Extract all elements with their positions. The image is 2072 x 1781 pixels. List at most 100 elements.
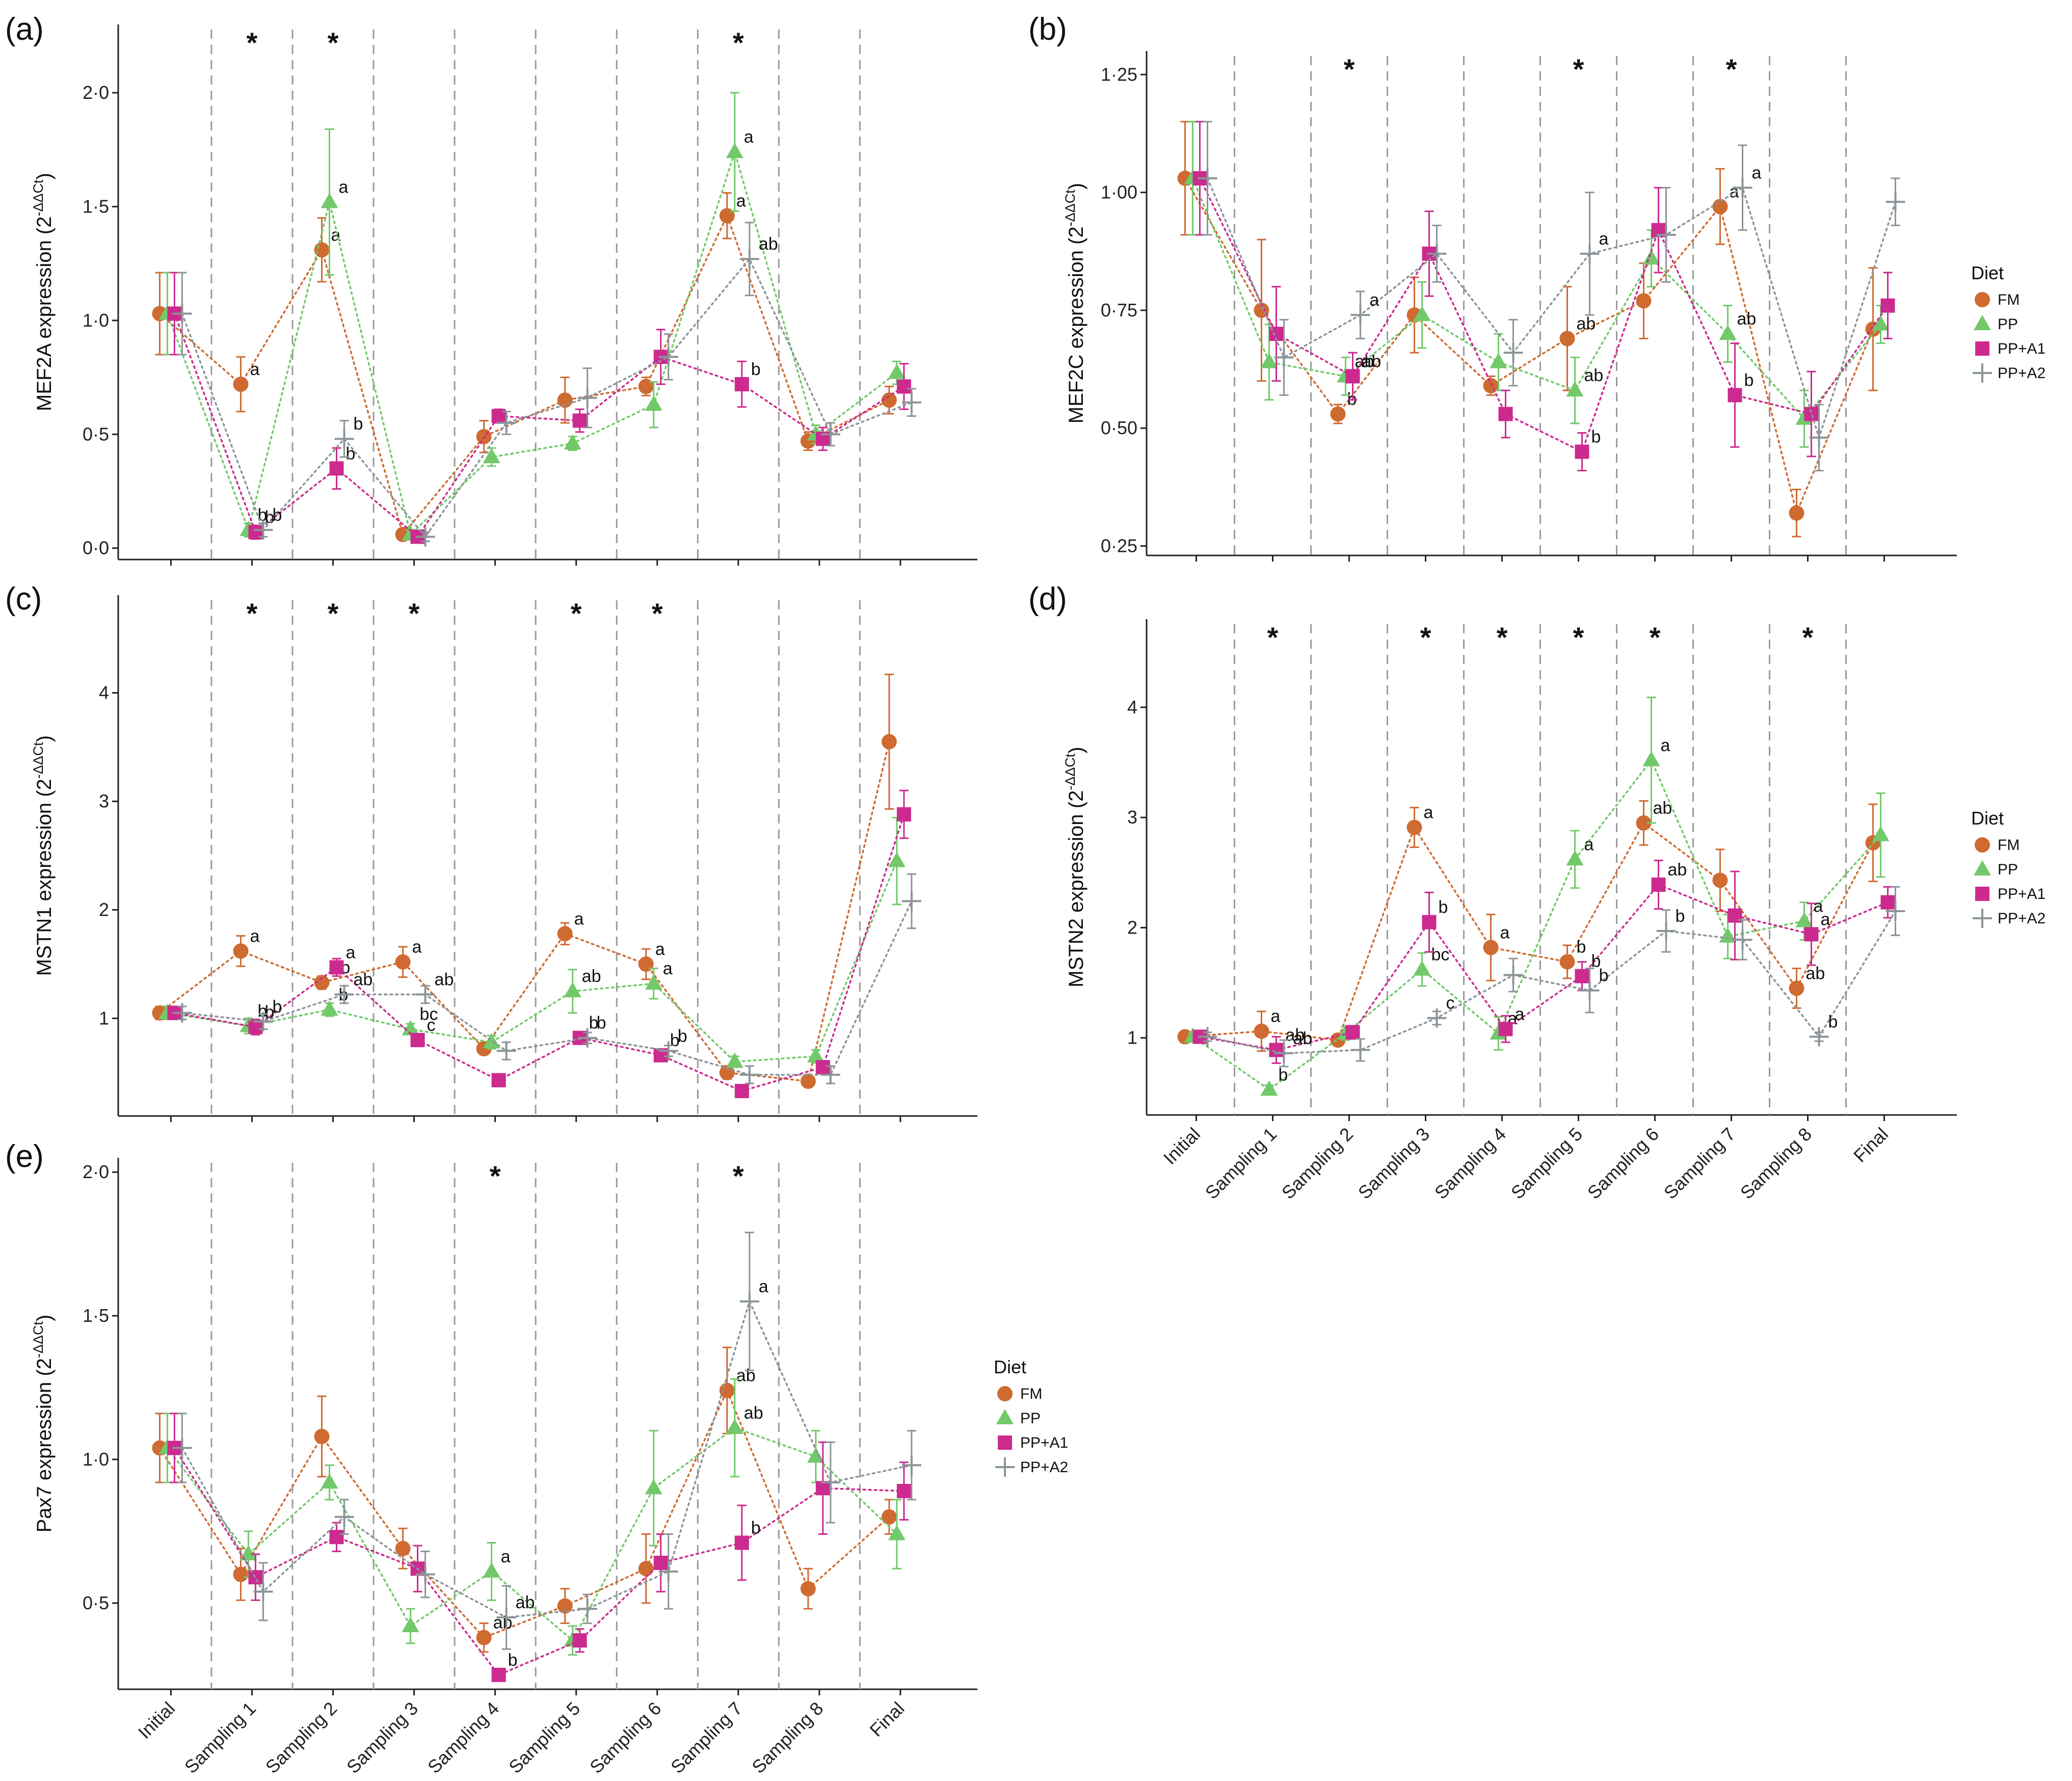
legend: Diet FM PP PP+A1 PP+A2: [1971, 262, 2046, 383]
series-line: [1191, 177, 1882, 420]
significance-star: *: [247, 597, 258, 629]
marker-circle: [395, 1540, 411, 1556]
significance-letter: a: [736, 191, 746, 210]
legend-entry: FM: [1998, 837, 2020, 854]
y-tick-label: 1·00: [1101, 182, 1137, 203]
significance-letter: ab: [493, 1613, 513, 1633]
significance-letter: b: [597, 1014, 606, 1033]
series-line: [181, 900, 913, 1076]
y-axis-label-sup: -ΔΔCt: [31, 742, 46, 779]
marker-square: [1498, 407, 1513, 421]
series-line: [181, 1298, 913, 1618]
significance-letter: a: [574, 909, 584, 928]
significance-letter: a: [412, 938, 422, 957]
significance-letter: c: [1446, 994, 1455, 1013]
significance-letter: ab: [1362, 352, 1382, 371]
marker-square: [1575, 444, 1589, 459]
significance-star: *: [733, 1160, 744, 1192]
marker-circle: [1789, 505, 1804, 521]
significance-letter: ab: [1293, 1029, 1313, 1048]
marker-triangle: [645, 395, 662, 411]
significance-letter: a: [250, 926, 259, 946]
marker-circle: [233, 376, 249, 392]
y-axis-label-close: ): [1065, 183, 1087, 190]
series-line: [1199, 177, 1889, 453]
significance-letter: ab: [1737, 309, 1757, 329]
marker-circle: [1254, 1023, 1269, 1039]
significance-letter: bc: [420, 1005, 438, 1024]
marker-square: [248, 1570, 263, 1585]
marker-circle: [314, 242, 330, 258]
y-tick-label: 1·5: [83, 196, 109, 217]
marker-triangle: [402, 1616, 419, 1632]
x-tick-label: Final: [1849, 1124, 1892, 1166]
significance-letter: a: [744, 127, 754, 147]
series-pp-a1: bb: [167, 1413, 911, 1682]
series-line: [166, 149, 898, 537]
y-tick-label: 3: [99, 791, 109, 812]
series-line: [158, 213, 890, 537]
marker-circle: [233, 1566, 249, 1582]
significance-letter: ab: [435, 970, 454, 990]
marker-circle: [1406, 819, 1422, 835]
marker-square: [1804, 927, 1819, 942]
marker-circle: [881, 1509, 897, 1525]
y-axis-label-close: ): [33, 1315, 56, 1321]
marker-square: [1422, 915, 1437, 929]
y-tick-label: 2·0: [83, 1161, 109, 1182]
significance-letter: b: [1591, 427, 1601, 446]
marker-triangle: [483, 1033, 500, 1049]
significance-letter: b: [751, 1518, 761, 1537]
significance-star: *: [1573, 53, 1584, 85]
series-pp-a2: a a a: [1198, 121, 1905, 471]
significance-letter: a: [346, 943, 356, 962]
marker-circle: [719, 208, 735, 224]
marker-square: [1651, 878, 1666, 892]
significance-letter: b: [264, 1002, 274, 1022]
significance-letter: b: [678, 1026, 687, 1046]
x-tick-label: Sampling 8: [1736, 1124, 1816, 1203]
marker-triangle: [1642, 751, 1660, 766]
y-tick-label: 0·50: [1101, 417, 1137, 438]
legend: Diet FM PP PP+A1 PP+A2: [1971, 808, 2046, 928]
marker-square: [896, 807, 911, 822]
series-pp-a2: ab a: [172, 1232, 921, 1650]
marker-circle: [233, 943, 249, 959]
marker-triangle: [1719, 325, 1737, 340]
marker-triangle: [807, 1447, 825, 1463]
y-tick-label: 3: [1127, 807, 1137, 828]
marker-circle: [1330, 406, 1346, 422]
marker-square: [1975, 887, 1989, 901]
series-line: [173, 1447, 905, 1676]
y-axis-label: MEF2A expression (2-ΔΔCt): [31, 173, 56, 411]
marker-circle: [881, 392, 897, 408]
series-line: [1206, 910, 1897, 1054]
marker-circle: [314, 1428, 330, 1444]
marker-circle: [997, 1386, 1013, 1401]
significance-letter: a: [501, 1547, 511, 1566]
marker-triangle: [402, 1020, 419, 1035]
legend-entry: PP+A1: [1998, 340, 2046, 357]
marker-triangle: [1413, 960, 1431, 976]
x-tick-label: Sampling 2: [1278, 1124, 1357, 1203]
y-tick-label: 4: [1127, 697, 1137, 717]
significance-star: *: [1573, 621, 1584, 653]
marker-circle: [1789, 980, 1804, 996]
marker-circle: [719, 1065, 735, 1080]
marker-circle: [638, 379, 654, 394]
series-line: [1184, 177, 1874, 516]
significance-letter: b: [1577, 937, 1586, 956]
x-tick-label: Sampling 3: [342, 1698, 422, 1777]
x-tick-label: Sampling 7: [1660, 1124, 1739, 1203]
y-tick-label: 0·0: [83, 538, 109, 559]
significance-letter: b: [589, 1014, 599, 1033]
legend-entry: PP: [1998, 861, 2018, 878]
marker-circle: [1712, 199, 1728, 215]
significance-letter: b: [1828, 1012, 1838, 1031]
significance-letter: a: [1814, 896, 1823, 916]
significance-star: *: [247, 26, 258, 59]
panel-label: (c): [5, 581, 42, 617]
